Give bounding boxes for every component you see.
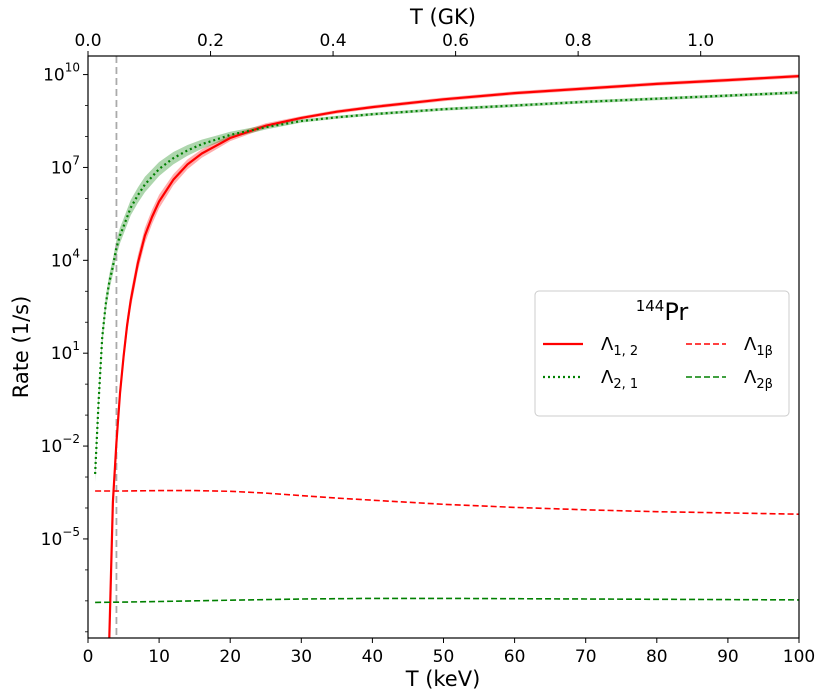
y-tick-label: 10−2	[41, 432, 80, 457]
lambda1b-line	[95, 489, 799, 515]
lambda12-line	[108, 75, 799, 638]
y-tick-label: 104	[51, 246, 80, 271]
x2-axis-label: T (GK)	[409, 5, 476, 29]
x-tick-label: 50	[433, 647, 455, 667]
y-tick-label: 107	[51, 153, 80, 178]
legend-title-mass: 144	[636, 297, 665, 315]
y-tick-label: 101	[51, 339, 80, 364]
x2-tick-label: 1.0	[687, 31, 714, 51]
x2-tick-label: 0.0	[74, 31, 101, 51]
x-tick-label: 40	[362, 647, 384, 667]
x-tick-label: 80	[646, 647, 668, 667]
y-tick-label: 1010	[43, 61, 80, 86]
x2-tick-label: 0.2	[197, 31, 224, 51]
legend-label-lambda2b: Λ2β	[744, 367, 773, 392]
x-tick-label: 100	[783, 647, 815, 667]
legend-box	[534, 290, 790, 417]
x-tick-label: 70	[575, 647, 597, 667]
x-tick-label: 90	[717, 647, 739, 667]
x2-tick-label: 0.4	[320, 31, 347, 51]
y-axis-label: Rate (1/s)	[9, 296, 33, 399]
legend-title: 144Pr	[636, 297, 689, 326]
y-tick-label: 10−5	[41, 525, 80, 550]
x2-tick-label: 0.8	[565, 31, 592, 51]
lambda21-band	[95, 91, 799, 482]
x-tick-label: 10	[148, 647, 170, 667]
legend-title-element: Pr	[664, 298, 688, 326]
lambda21-line	[94, 91, 799, 474]
x-tick-label: 30	[290, 647, 312, 667]
legend-label-lambda21: Λ2, 1	[601, 367, 638, 392]
lambda2b-line	[95, 597, 799, 604]
x-tick-label: 0	[83, 647, 94, 667]
legend-label-lambda1b: Λ1β	[744, 334, 773, 359]
legend: 144Pr Λ1, 2 Λ2, 1 Λ1β Λ2β	[534, 290, 790, 417]
x-tick-label: 60	[504, 647, 526, 667]
x-axis-label: T (keV)	[405, 667, 481, 691]
legend-label-lambda12: Λ1, 2	[601, 334, 638, 359]
x-tick-label: 20	[219, 647, 241, 667]
x2-tick-label: 0.6	[442, 31, 469, 51]
